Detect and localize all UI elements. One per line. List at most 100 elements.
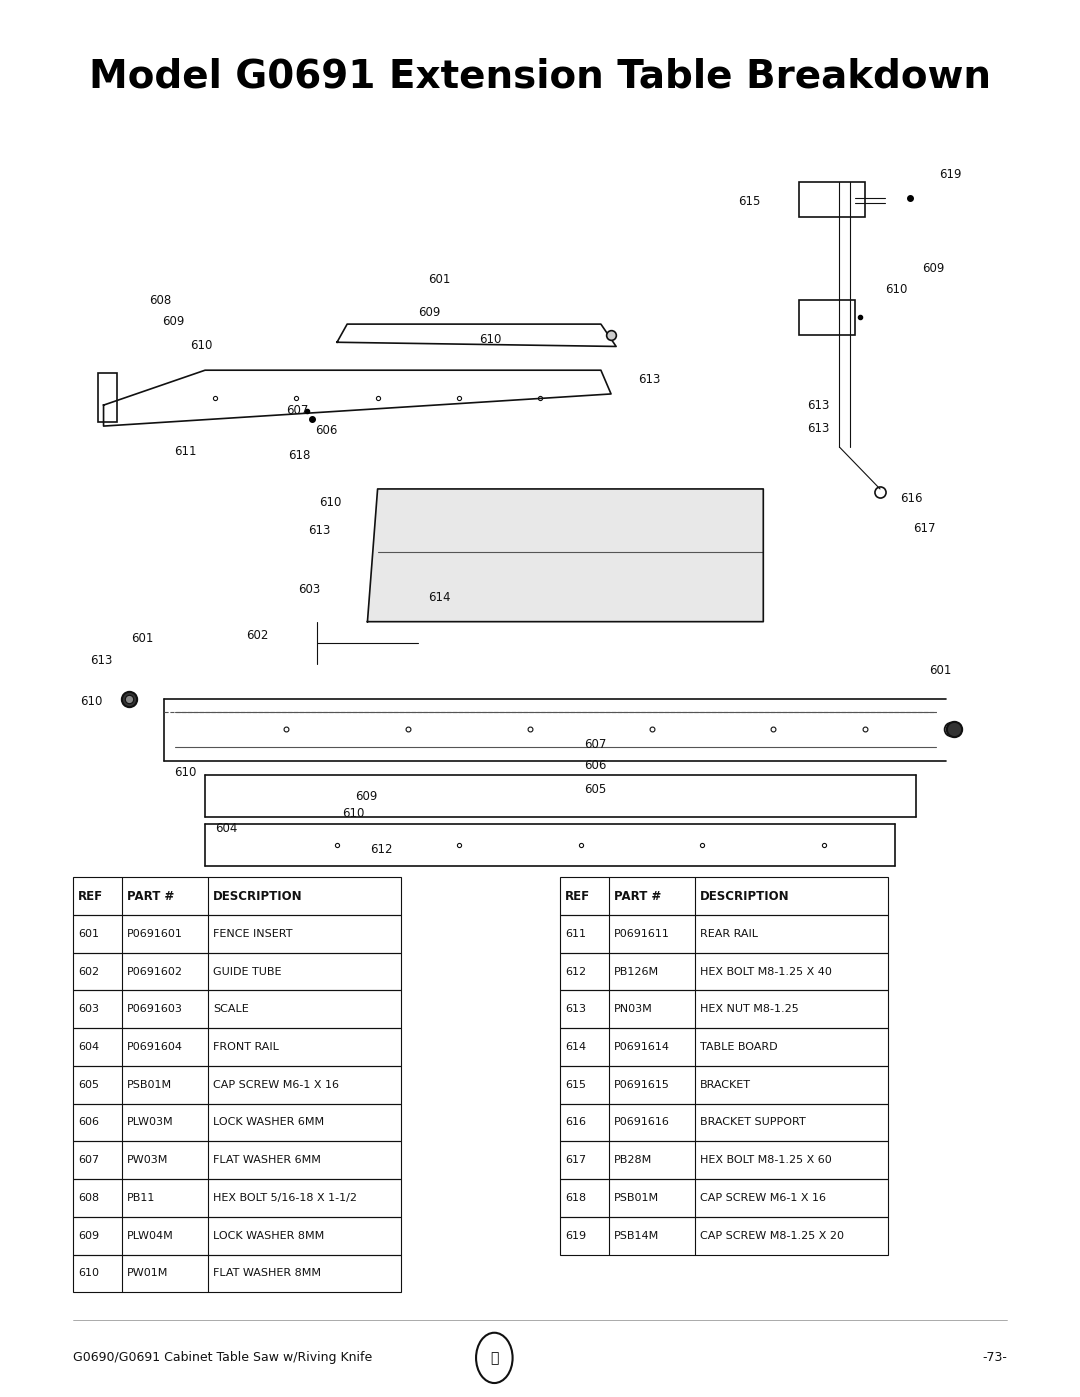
Text: TABLE BOARD: TABLE BOARD	[700, 1042, 778, 1052]
Text: 619: 619	[939, 168, 961, 182]
Text: 610: 610	[175, 766, 197, 780]
Bar	[73, 1179, 401, 1217]
Bar	[561, 1104, 888, 1141]
Text: P0691615: P0691615	[615, 1080, 670, 1090]
Text: 610: 610	[190, 338, 212, 352]
Text: 605: 605	[78, 1080, 99, 1090]
Text: 609: 609	[78, 1231, 99, 1241]
Text: 602: 602	[78, 967, 99, 977]
Text: PLW04M: PLW04M	[126, 1231, 174, 1241]
Bar	[799, 182, 865, 217]
Text: PB28M: PB28M	[615, 1155, 652, 1165]
Text: 613: 613	[565, 1004, 586, 1014]
Text: 614: 614	[429, 591, 450, 605]
Text: REF: REF	[565, 890, 591, 902]
Text: PN03M: PN03M	[615, 1004, 652, 1014]
Text: 617: 617	[914, 521, 936, 535]
Text: 609: 609	[418, 306, 441, 320]
Text: 617: 617	[565, 1155, 586, 1165]
Text: P0691603: P0691603	[126, 1004, 183, 1014]
Text: P0691604: P0691604	[126, 1042, 183, 1052]
Text: 605: 605	[583, 782, 606, 796]
Text: 606: 606	[78, 1118, 99, 1127]
Text: 618: 618	[288, 448, 311, 462]
Text: 610: 610	[319, 496, 341, 510]
Text: LOCK WASHER 8MM: LOCK WASHER 8MM	[213, 1231, 324, 1241]
Text: -73-: -73-	[982, 1351, 1007, 1365]
Text: CAP SCREW M6-1 X 16: CAP SCREW M6-1 X 16	[700, 1193, 826, 1203]
Text: HEX NUT M8-1.25: HEX NUT M8-1.25	[700, 1004, 799, 1014]
Text: REF: REF	[78, 890, 104, 902]
Text: 603: 603	[78, 1004, 99, 1014]
Text: SCALE: SCALE	[213, 1004, 248, 1014]
Text: 602: 602	[245, 629, 268, 643]
Text: PLW03M: PLW03M	[126, 1118, 174, 1127]
Bar	[73, 1217, 401, 1255]
Text: 610: 610	[886, 282, 907, 296]
Text: 601: 601	[78, 929, 99, 939]
Bar	[561, 953, 888, 990]
Text: 610: 610	[342, 806, 364, 820]
Text: P0691611: P0691611	[615, 929, 670, 939]
Text: PW03M: PW03M	[126, 1155, 168, 1165]
Bar	[73, 1141, 401, 1179]
Text: HEX BOLT 5/16-18 X 1-1/2: HEX BOLT 5/16-18 X 1-1/2	[213, 1193, 357, 1203]
Text: 606: 606	[314, 423, 337, 437]
Text: 603: 603	[298, 583, 321, 597]
Text: FENCE INSERT: FENCE INSERT	[213, 929, 293, 939]
Bar	[73, 953, 401, 990]
Bar	[561, 915, 888, 953]
Text: 609: 609	[355, 789, 378, 803]
Text: DESCRIPTION: DESCRIPTION	[700, 890, 789, 902]
Text: PSB01M: PSB01M	[615, 1193, 659, 1203]
Text: 613: 613	[807, 422, 829, 436]
Text: Model G0691 Extension Table Breakdown: Model G0691 Extension Table Breakdown	[89, 57, 991, 96]
Text: PART #: PART #	[126, 890, 174, 902]
Bar	[561, 990, 888, 1028]
Text: 613: 613	[309, 524, 330, 538]
Bar	[561, 1028, 888, 1066]
Text: 604: 604	[78, 1042, 99, 1052]
Text: P0691616: P0691616	[615, 1118, 670, 1127]
Bar	[73, 915, 401, 953]
Text: 611: 611	[565, 929, 586, 939]
Text: FLAT WASHER 8MM: FLAT WASHER 8MM	[213, 1268, 321, 1278]
Text: 606: 606	[583, 759, 606, 773]
Text: CAP SCREW M8-1.25 X 20: CAP SCREW M8-1.25 X 20	[700, 1231, 845, 1241]
Text: 613: 613	[91, 654, 112, 668]
Text: CAP SCREW M6-1 X 16: CAP SCREW M6-1 X 16	[213, 1080, 339, 1090]
Text: PW01M: PW01M	[126, 1268, 168, 1278]
Text: 608: 608	[78, 1193, 99, 1203]
Text: P0691601: P0691601	[126, 929, 183, 939]
Bar	[98, 373, 117, 422]
Bar	[799, 300, 854, 335]
Text: P0691602: P0691602	[126, 967, 183, 977]
Bar	[73, 877, 401, 915]
Text: 604: 604	[215, 821, 238, 835]
Text: 609: 609	[921, 261, 944, 275]
Text: FRONT RAIL: FRONT RAIL	[213, 1042, 279, 1052]
Text: P0691614: P0691614	[615, 1042, 670, 1052]
Text: PART #: PART #	[615, 890, 661, 902]
Text: 608: 608	[149, 293, 172, 307]
Text: 612: 612	[565, 967, 586, 977]
Text: 614: 614	[565, 1042, 586, 1052]
Text: 607: 607	[286, 404, 309, 418]
Text: 616: 616	[565, 1118, 586, 1127]
Text: 607: 607	[583, 738, 606, 752]
Text: 612: 612	[370, 842, 393, 856]
Text: 609: 609	[162, 314, 185, 328]
Text: BRACKET SUPPORT: BRACKET SUPPORT	[700, 1118, 806, 1127]
Text: 610: 610	[80, 694, 103, 708]
Bar	[561, 1179, 888, 1217]
Polygon shape	[367, 489, 764, 622]
Text: REAR RAIL: REAR RAIL	[700, 929, 758, 939]
Bar	[561, 877, 888, 915]
Text: 613: 613	[638, 373, 661, 387]
Text: BRACKET: BRACKET	[700, 1080, 752, 1090]
Bar	[73, 1255, 401, 1292]
Text: GUIDE TUBE: GUIDE TUBE	[213, 967, 282, 977]
Text: G0690/G0691 Cabinet Table Saw w/Riving Knife: G0690/G0691 Cabinet Table Saw w/Riving K…	[73, 1351, 373, 1365]
Text: PSB14M: PSB14M	[615, 1231, 660, 1241]
Text: 615: 615	[738, 194, 760, 208]
